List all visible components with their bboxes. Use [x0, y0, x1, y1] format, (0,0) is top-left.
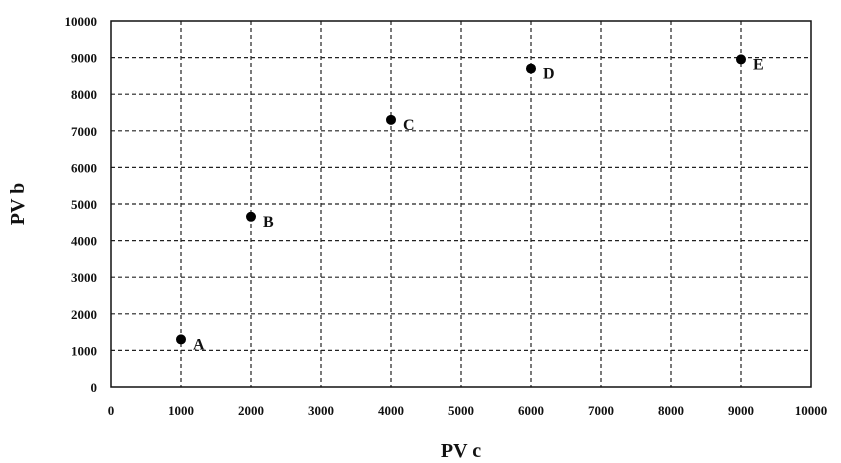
point-label: B	[263, 214, 274, 231]
x-tick-label: 10000	[795, 403, 828, 418]
x-tick-label: 3000	[308, 403, 334, 418]
data-points: A B C D E	[176, 54, 764, 353]
point-label: D	[543, 66, 555, 83]
point-label: E	[753, 56, 764, 73]
x-tick-labels: 0 1000 2000 3000 4000 5000 6000 7000 8000 9000 100…	[108, 403, 828, 418]
point-label: C	[403, 117, 415, 134]
x-axis-title: PV c	[441, 440, 481, 462]
x-tick-label: 7000	[588, 403, 614, 418]
x-tick-label: 5000	[448, 403, 474, 418]
point-label: A	[193, 336, 205, 353]
y-tick-label: 6000	[71, 160, 97, 175]
x-tick-label: 9000	[728, 403, 754, 418]
x-tick-label: 8000	[658, 403, 684, 418]
y-tick-label: 4000	[71, 234, 97, 249]
data-point	[246, 211, 256, 222]
data-point	[526, 63, 536, 74]
y-tick-label: 1000	[71, 343, 97, 358]
x-tick-label: 0	[108, 403, 115, 418]
data-point	[386, 114, 396, 125]
y-tick-label: 5000	[71, 197, 97, 212]
y-tick-label: 10000	[65, 14, 98, 29]
y-tick-label: 2000	[71, 307, 97, 322]
plot-frame	[110, 20, 812, 388]
y-tick-label: 7000	[71, 124, 97, 139]
grid	[111, 21, 811, 387]
y-tick-labels: 0 1000 2000 3000 4000 5000 6000 7000 8000 9000 100…	[65, 14, 98, 395]
y-tick-label: 0	[91, 380, 98, 395]
x-tick-label: 2000	[238, 403, 264, 418]
y-axis-title: PV b	[7, 183, 29, 225]
x-tick-label: 1000	[168, 403, 194, 418]
y-tick-label: 9000	[71, 51, 97, 66]
data-point	[176, 334, 186, 345]
y-tick-label: 3000	[71, 270, 97, 285]
x-tick-label: 6000	[518, 403, 544, 418]
x-tick-label: 4000	[378, 403, 404, 418]
data-point	[736, 54, 746, 65]
y-tick-label: 8000	[71, 87, 97, 102]
